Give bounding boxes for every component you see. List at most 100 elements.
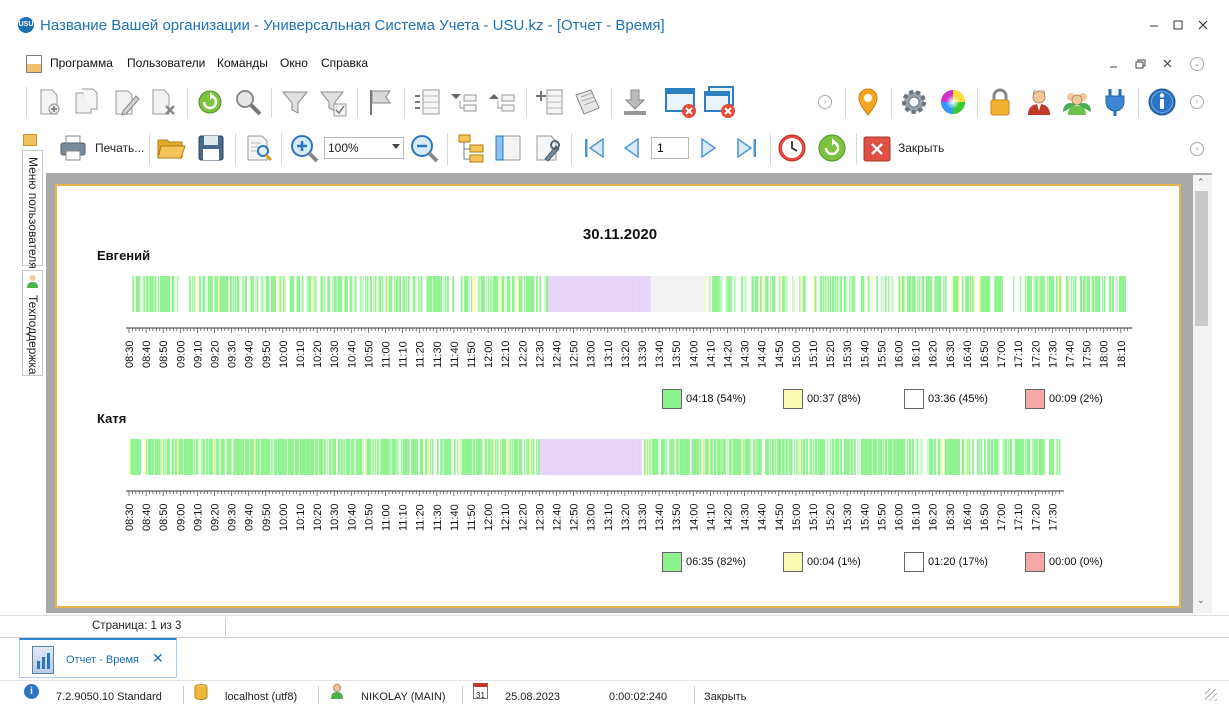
activity-gap	[817, 439, 818, 475]
activity-segment	[424, 439, 427, 475]
tick-label: 13:10	[603, 503, 615, 531]
app-menu-icon[interactable]	[26, 55, 42, 73]
mdi-minimize-button[interactable]	[1105, 55, 1123, 73]
legend-label: 03:36 (45%)	[928, 393, 988, 405]
tab-support[interactable]: Техподдержка	[22, 270, 43, 376]
add-row-icon[interactable]	[535, 87, 565, 117]
toolbar-separator	[977, 88, 978, 118]
open-folder-icon[interactable]	[156, 133, 186, 163]
maximize-button[interactable]	[1167, 14, 1189, 36]
activity-gap	[788, 439, 789, 475]
close-report-label[interactable]: Закрыть	[898, 141, 945, 155]
activity-segment	[503, 439, 506, 475]
flag-icon[interactable]	[366, 87, 396, 117]
plugin-icon[interactable]	[1100, 87, 1130, 117]
copy-record-icon[interactable]	[72, 87, 102, 117]
user-icon	[330, 683, 344, 699]
next-page-icon[interactable]	[694, 133, 724, 163]
activity-gap	[786, 276, 788, 312]
download-icon[interactable]	[620, 87, 650, 117]
search-icon[interactable]	[233, 87, 263, 117]
report-toolbar-chevron-icon[interactable]: ›	[1190, 142, 1204, 156]
activity-segment	[944, 276, 947, 312]
activity-gap	[249, 439, 251, 475]
delete-record-icon[interactable]	[148, 87, 178, 117]
activity-segment	[380, 439, 383, 475]
legend-label: 06:35 (82%)	[686, 556, 746, 568]
filter-apply-icon[interactable]	[318, 87, 348, 117]
users-icon[interactable]	[1062, 87, 1092, 117]
zoom-select[interactable]: 100%	[324, 137, 404, 159]
clock-icon[interactable]	[777, 133, 807, 163]
activity-segment	[717, 439, 719, 475]
activity-gap	[1037, 439, 1039, 475]
zoom-in-icon[interactable]	[289, 133, 319, 163]
toolbar-chevron-icon[interactable]: ›	[818, 95, 832, 109]
save-disk-icon[interactable]	[196, 133, 226, 163]
scroll-up-icon[interactable]: ⌃	[1197, 177, 1205, 187]
menu-window[interactable]: Окно	[280, 56, 308, 70]
chevron-down-icon[interactable]	[392, 144, 400, 149]
first-page-icon[interactable]	[579, 133, 609, 163]
page-number-input[interactable]	[651, 137, 689, 159]
minimize-button[interactable]	[1143, 14, 1165, 36]
close-button[interactable]	[1192, 14, 1214, 36]
legend-item: 01:20 (17%)	[904, 552, 1034, 572]
close-all-windows-icon[interactable]	[703, 85, 737, 119]
vertical-scrollbar[interactable]: ⌃ ⌄	[1193, 175, 1212, 613]
zoom-out-icon[interactable]	[409, 133, 439, 163]
print-button-label[interactable]: Печать...	[95, 141, 145, 155]
toolbar-chevron-right-icon[interactable]: ›	[1190, 95, 1204, 109]
menu-help[interactable]: Справка	[321, 56, 369, 70]
tab-close-icon[interactable]: ✕	[152, 650, 164, 666]
filter-icon[interactable]	[280, 87, 310, 117]
activity-gap	[536, 439, 538, 475]
activity-gap	[194, 439, 196, 475]
group-icon[interactable]	[412, 87, 442, 117]
previous-page-icon[interactable]	[616, 133, 646, 163]
resize-grip-icon[interactable]	[1205, 689, 1217, 701]
menu-users[interactable]: Пользователи	[127, 56, 206, 70]
page-setup-icon[interactable]	[533, 133, 563, 163]
add-record-icon[interactable]	[34, 87, 64, 117]
activity-segment	[843, 439, 846, 475]
settings-gear-icon[interactable]	[899, 87, 929, 117]
page-layout-icon[interactable]	[493, 133, 523, 163]
refresh-icon[interactable]	[195, 87, 225, 117]
activity-segment	[686, 439, 689, 475]
menu-collapse-chevron-icon[interactable]: ⌄	[1190, 57, 1204, 71]
activity-gap	[837, 276, 839, 312]
expand-tree-icon[interactable]	[450, 87, 480, 117]
edit-record-icon[interactable]	[110, 87, 140, 117]
menu-program[interactable]: Программа	[50, 56, 113, 70]
last-page-icon[interactable]	[732, 133, 762, 163]
activity-segment	[429, 276, 432, 312]
activity-segment	[527, 276, 530, 312]
scroll-down-icon[interactable]: ⌄	[1197, 595, 1205, 605]
collapse-tree-icon[interactable]	[488, 87, 518, 117]
color-wheel-icon[interactable]	[938, 87, 968, 117]
tick-label: 15:10	[808, 340, 820, 368]
location-pin-icon[interactable]	[853, 87, 883, 117]
document-map-icon[interactable]	[456, 133, 486, 163]
tab-user-menu[interactable]: Меню пользователя	[22, 150, 43, 269]
close-report-icon[interactable]	[863, 136, 891, 162]
print-icon[interactable]	[58, 133, 88, 163]
activity-segment	[207, 276, 210, 312]
lock-icon[interactable]	[985, 87, 1015, 117]
menu-commands[interactable]: Команды	[217, 56, 268, 70]
activity-segment	[994, 276, 997, 312]
activity-gap	[336, 276, 338, 312]
mdi-close-button[interactable]	[1159, 55, 1177, 73]
tab-report-time[interactable]: Отчет - Время ✕	[19, 638, 177, 678]
user-icon[interactable]	[1024, 87, 1054, 117]
scrollbar-thumb[interactable]	[1195, 191, 1208, 326]
reload-report-icon[interactable]	[817, 133, 847, 163]
find-in-report-icon[interactable]	[244, 133, 274, 163]
info-icon[interactable]	[1147, 87, 1177, 117]
tick-label: 14:50	[774, 340, 786, 368]
mdi-restore-button[interactable]	[1131, 55, 1149, 73]
documents-icon[interactable]	[573, 87, 603, 117]
close-window-icon[interactable]	[664, 85, 698, 119]
activity-gap	[145, 276, 146, 312]
